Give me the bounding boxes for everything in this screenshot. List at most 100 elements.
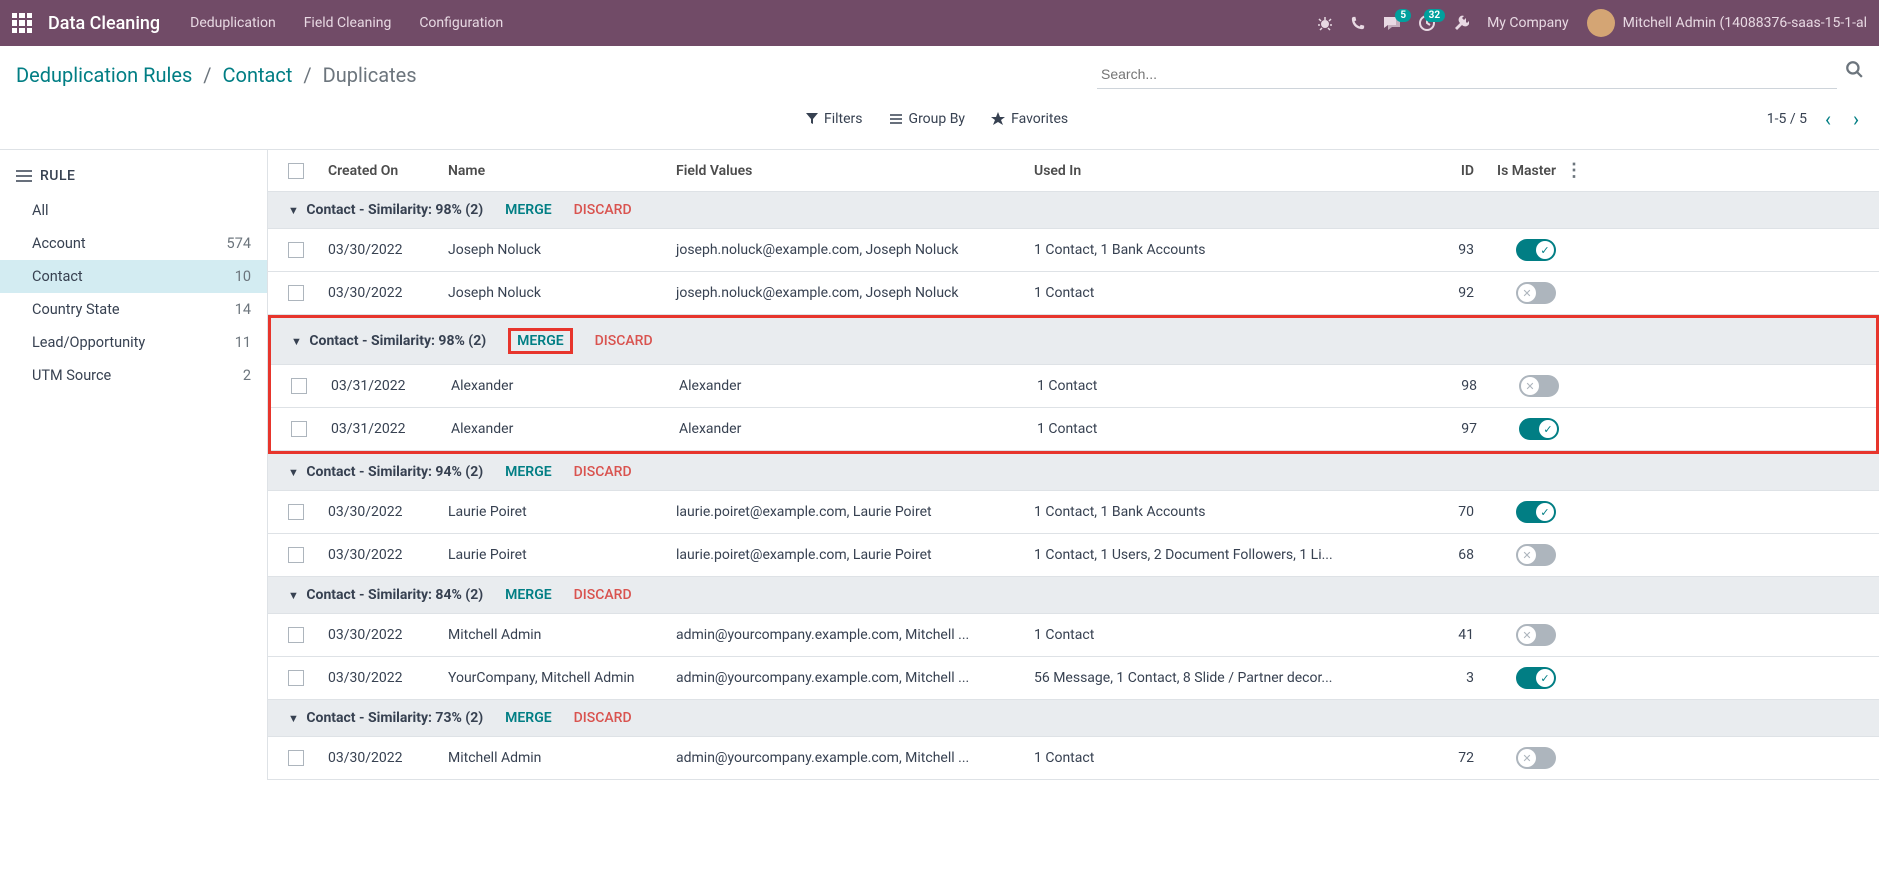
- discard-button[interactable]: DISCARD: [574, 464, 632, 480]
- activity-icon[interactable]: 32: [1419, 15, 1435, 31]
- row-checkbox[interactable]: [291, 421, 307, 437]
- cell-field: Alexander: [679, 378, 1037, 394]
- cell-used: 1 Contact, 1 Users, 2 Document Followers…: [1034, 547, 1434, 563]
- bug-icon[interactable]: [1317, 15, 1333, 31]
- breadcrumb-link-contact[interactable]: Contact: [223, 63, 293, 87]
- table-row[interactable]: 03/30/2022 Laurie Poiret laurie.poiret@e…: [268, 534, 1879, 577]
- row-checkbox[interactable]: [288, 670, 304, 686]
- group-row[interactable]: ▼ Contact - Similarity: 98% (2)MERGEDISC…: [271, 318, 1876, 365]
- search-icon[interactable]: [1845, 60, 1863, 89]
- sidebar-item-lead-opportunity[interactable]: Lead/Opportunity11: [0, 326, 267, 359]
- apps-icon[interactable]: [12, 13, 32, 33]
- nav-deduplication[interactable]: Deduplication: [190, 15, 276, 31]
- groupby-button[interactable]: Group By: [889, 111, 966, 127]
- row-checkbox[interactable]: [291, 378, 307, 394]
- nav-field-cleaning[interactable]: Field Cleaning: [304, 15, 392, 31]
- cell-id: 3: [1434, 670, 1474, 686]
- master-toggle[interactable]: ✓: [1516, 667, 1556, 689]
- row-checkbox[interactable]: [288, 627, 304, 643]
- pager-prev[interactable]: ‹: [1821, 107, 1835, 131]
- group-row[interactable]: ▼ Contact - Similarity: 84% (2)MERGEDISC…: [268, 577, 1879, 614]
- pager-next[interactable]: ›: [1849, 107, 1863, 131]
- table-row[interactable]: 03/30/2022 Joseph Noluck joseph.noluck@e…: [268, 272, 1879, 315]
- row-checkbox[interactable]: [288, 547, 304, 563]
- merge-button[interactable]: MERGE: [505, 710, 551, 726]
- column-menu-icon[interactable]: ⋮: [1565, 160, 1583, 181]
- cell-id: 41: [1434, 627, 1474, 643]
- table-row[interactable]: 03/30/2022 YourCompany, Mitchell Admin a…: [268, 657, 1879, 700]
- filters-button[interactable]: Filters: [806, 111, 863, 127]
- sidebar-item-label: All: [32, 202, 49, 219]
- group-row[interactable]: ▼ Contact - Similarity: 73% (2)MERGEDISC…: [268, 700, 1879, 737]
- merge-button[interactable]: MERGE: [505, 202, 551, 218]
- sidebar-item-contact[interactable]: Contact10: [0, 260, 267, 293]
- tools-icon[interactable]: [1453, 15, 1469, 31]
- row-checkbox[interactable]: [288, 242, 304, 258]
- cell-master: ✕: [1474, 747, 1564, 769]
- pager: 1-5 / 5: [1767, 111, 1807, 127]
- master-toggle[interactable]: ✕: [1516, 282, 1556, 304]
- table-row[interactable]: 03/30/2022 Mitchell Admin admin@yourcomp…: [268, 614, 1879, 657]
- cell-name: Laurie Poiret: [448, 547, 676, 563]
- table-row[interactable]: 03/30/2022 Laurie Poiret laurie.poiret@e…: [268, 491, 1879, 534]
- master-toggle[interactable]: ✕: [1516, 624, 1556, 646]
- phone-icon[interactable]: [1351, 16, 1365, 30]
- master-toggle[interactable]: ✕: [1516, 747, 1556, 769]
- master-toggle[interactable]: ✓: [1516, 239, 1556, 261]
- table-row[interactable]: 03/31/2022 Alexander Alexander 1 Contact…: [271, 365, 1876, 408]
- master-toggle[interactable]: ✕: [1516, 544, 1556, 566]
- group-row[interactable]: ▼ Contact - Similarity: 98% (2)MERGEDISC…: [268, 192, 1879, 229]
- merge-button[interactable]: MERGE: [517, 333, 563, 349]
- nav-configuration[interactable]: Configuration: [419, 15, 503, 31]
- sidebar-item-all[interactable]: All: [0, 194, 267, 227]
- cell-used: 1 Contact: [1037, 378, 1437, 394]
- cell-field: admin@yourcompany.example.com, Mitchell …: [676, 750, 1034, 766]
- table-row[interactable]: 03/30/2022 Mitchell Admin admin@yourcomp…: [268, 737, 1879, 780]
- sidebar-item-utm-source[interactable]: UTM Source2: [0, 359, 267, 392]
- breadcrumb-link-rules[interactable]: Deduplication Rules: [16, 63, 192, 87]
- merge-button[interactable]: MERGE: [505, 464, 551, 480]
- cell-id: 70: [1434, 504, 1474, 520]
- content: Created On Name Field Values Used In ID …: [268, 150, 1879, 780]
- table-row[interactable]: 03/30/2022 Joseph Noluck joseph.noluck@e…: [268, 229, 1879, 272]
- row-checkbox[interactable]: [288, 504, 304, 520]
- cell-master: ✕: [1477, 375, 1567, 397]
- messaging-icon[interactable]: 5: [1383, 15, 1401, 31]
- master-toggle[interactable]: ✓: [1519, 418, 1559, 440]
- group-row[interactable]: ▼ Contact - Similarity: 94% (2)MERGEDISC…: [268, 454, 1879, 491]
- master-toggle[interactable]: ✕: [1519, 375, 1559, 397]
- discard-button[interactable]: DISCARD: [574, 710, 632, 726]
- user-menu[interactable]: Mitchell Admin (14088376-saas-15-1-al: [1587, 9, 1867, 37]
- row-checkbox[interactable]: [288, 750, 304, 766]
- merge-button[interactable]: MERGE: [505, 587, 551, 603]
- table-row[interactable]: 03/31/2022 Alexander Alexander 1 Contact…: [271, 408, 1876, 451]
- favorites-button[interactable]: Favorites: [991, 111, 1068, 127]
- col-created[interactable]: Created On: [328, 163, 448, 179]
- cell-used: 1 Contact, 1 Bank Accounts: [1034, 242, 1434, 258]
- cell-used: 1 Contact: [1037, 421, 1437, 437]
- group-title: Contact - Similarity: 94% (2): [306, 464, 483, 480]
- master-toggle[interactable]: ✓: [1516, 501, 1556, 523]
- cell-used: 56 Message, 1 Contact, 8 Slide / Partner…: [1034, 670, 1434, 686]
- col-used[interactable]: Used In: [1034, 163, 1434, 179]
- hamburger-icon: [16, 170, 32, 182]
- group-title: Contact - Similarity: 73% (2): [306, 710, 483, 726]
- col-field[interactable]: Field Values: [676, 163, 1034, 179]
- breadcrumb-row: Deduplication Rules / Contact / Duplicat…: [0, 46, 1879, 95]
- discard-button[interactable]: DISCARD: [595, 333, 653, 349]
- main: RULE AllAccount574Contact10Country State…: [0, 149, 1879, 780]
- col-id[interactable]: ID: [1434, 163, 1474, 179]
- user-name: Mitchell Admin (14088376-saas-15-1-al: [1623, 15, 1867, 31]
- select-all-checkbox[interactable]: [288, 163, 304, 179]
- cell-master: ✓: [1474, 239, 1564, 261]
- cell-created: 03/30/2022: [328, 504, 448, 520]
- sidebar-item-country-state[interactable]: Country State14: [0, 293, 267, 326]
- discard-button[interactable]: DISCARD: [574, 202, 632, 218]
- col-master[interactable]: Is Master: [1474, 163, 1564, 179]
- discard-button[interactable]: DISCARD: [574, 587, 632, 603]
- col-name[interactable]: Name: [448, 163, 676, 179]
- sidebar-item-account[interactable]: Account574: [0, 227, 267, 260]
- row-checkbox[interactable]: [288, 285, 304, 301]
- search-input[interactable]: [1097, 60, 1837, 89]
- company-selector[interactable]: My Company: [1487, 15, 1569, 31]
